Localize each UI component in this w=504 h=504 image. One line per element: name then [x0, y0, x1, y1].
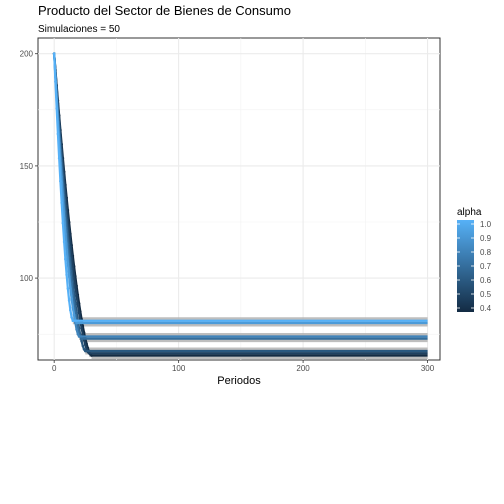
series-point — [85, 347, 88, 351]
series-point — [81, 332, 85, 336]
series-point — [81, 344, 85, 348]
series-point — [75, 328, 78, 331]
legend-title: alpha — [457, 207, 482, 218]
series-point — [64, 257, 67, 261]
legend-label: 0.5 — [480, 290, 492, 299]
series-point — [69, 286, 72, 290]
series-point — [75, 294, 78, 297]
x-axis: 0 100 200 300 — [52, 360, 435, 373]
y-tick-label: 100 — [20, 274, 34, 283]
legend-label: 1.0 — [480, 220, 492, 229]
series-point — [83, 343, 87, 347]
legend-colorbar — [457, 220, 474, 312]
y-axis: 100 150 200 — [20, 50, 38, 283]
series-point — [67, 275, 71, 278]
legend-label: 0.4 — [480, 304, 492, 313]
series-point — [83, 349, 87, 353]
series-point — [67, 299, 71, 302]
x-tick-label: 200 — [296, 364, 310, 373]
series-point — [72, 274, 76, 278]
series-point — [77, 335, 81, 338]
series-point — [90, 354, 93, 357]
series-point — [71, 264, 75, 267]
chart-subtitle: Simulaciones = 50 — [38, 24, 120, 35]
series-point — [66, 262, 70, 265]
series-group — [52, 52, 428, 357]
series-point — [80, 339, 83, 343]
x-tick-label: 0 — [52, 364, 57, 373]
y-tick-label: 150 — [20, 162, 34, 171]
series-point — [69, 308, 72, 312]
series-point — [70, 315, 73, 319]
series-point — [71, 319, 75, 323]
x-axis-title: Periodos — [217, 375, 261, 387]
series-point — [76, 332, 80, 336]
series-point — [75, 321, 78, 325]
series-point — [76, 303, 80, 306]
plot-panel — [37, 37, 441, 361]
series-point — [80, 326, 83, 330]
legend-label: 0.7 — [480, 262, 492, 271]
series-point — [54, 80, 57, 83]
legend-label: 0.9 — [480, 234, 492, 243]
y-tick-label: 200 — [20, 50, 34, 59]
series-point — [52, 52, 56, 56]
grid-lines — [38, 38, 440, 360]
series-point — [59, 179, 62, 183]
x-tick-label: 100 — [172, 364, 186, 373]
series-point — [74, 284, 77, 288]
series-point — [56, 132, 60, 136]
series-point — [57, 156, 61, 160]
chart-title: Producto del Sector de Bienes de Consumo — [38, 3, 291, 18]
series-point — [87, 351, 91, 355]
series-point — [60, 201, 63, 205]
series-point — [70, 297, 73, 301]
series-point — [80, 337, 83, 340]
x-tick-label: 300 — [421, 364, 435, 373]
series-point — [55, 107, 58, 110]
legend-label: 0.6 — [480, 276, 492, 285]
series-point — [66, 287, 70, 290]
series-point — [77, 311, 81, 315]
series-point — [72, 313, 76, 317]
legend-label: 0.8 — [480, 248, 492, 257]
series-point — [65, 248, 68, 251]
series-point — [61, 221, 65, 225]
series-point — [71, 306, 75, 309]
legend: alpha 1.0 0.9 0.8 0.7 0.6 0.5 0.4 — [457, 207, 492, 313]
series-point — [65, 273, 68, 276]
series-point — [62, 240, 66, 244]
